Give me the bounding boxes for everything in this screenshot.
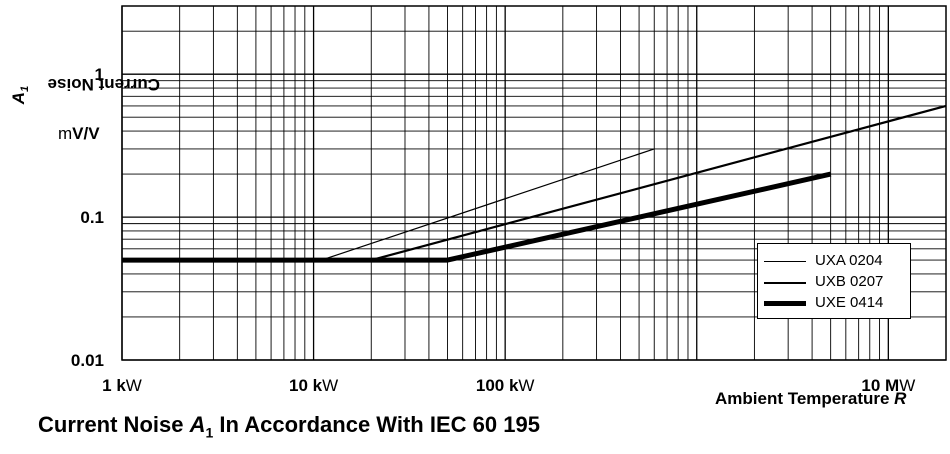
y-tick-label: 0.1: [80, 208, 104, 227]
legend-label-uxe: UXE 0414: [815, 294, 884, 311]
series-line-1: [122, 104, 947, 262]
x-axis-title: Ambient Temperature R: [715, 389, 907, 408]
series-lines: [122, 104, 947, 263]
legend-swatch-uxe: [764, 301, 806, 306]
y-axis-unit: mV/V: [58, 124, 100, 143]
y-tick-labels: 1 0.1 0.01: [71, 65, 104, 370]
figure-caption: Current Noise A1 In Accordance With IEC …: [38, 412, 540, 441]
x-tick-labels: 1 kW 10 kW 100 kW 10 MW: [102, 376, 915, 395]
legend-item-uxb: UXB 0207: [758, 271, 910, 293]
y-axis-title: Current Noise A1: [8, 75, 161, 105]
x-tick-label: 10 kW: [289, 376, 338, 395]
series-line-2: [122, 171, 832, 263]
x-tick-label: 100 kW: [476, 376, 535, 395]
legend: UXA 0204 UXB 0207 UXE 0414: [757, 243, 911, 319]
legend-swatch-uxa: [764, 261, 806, 263]
legend-item-uxa: UXA 0204: [758, 250, 910, 272]
x-tick-label: 10 MW: [861, 376, 915, 395]
legend-label-uxb: UXB 0207: [815, 273, 884, 290]
y-tick-label: 1: [95, 65, 104, 84]
plot-frame: [121, 5, 947, 361]
legend-swatch-uxb: [764, 282, 806, 285]
y-tick-label: 0.01: [71, 351, 104, 370]
legend-label-uxa: UXA 0204: [815, 252, 883, 269]
legend-item-uxe: UXE 0414: [758, 292, 910, 314]
x-tick-label: 1 kW: [102, 376, 142, 395]
